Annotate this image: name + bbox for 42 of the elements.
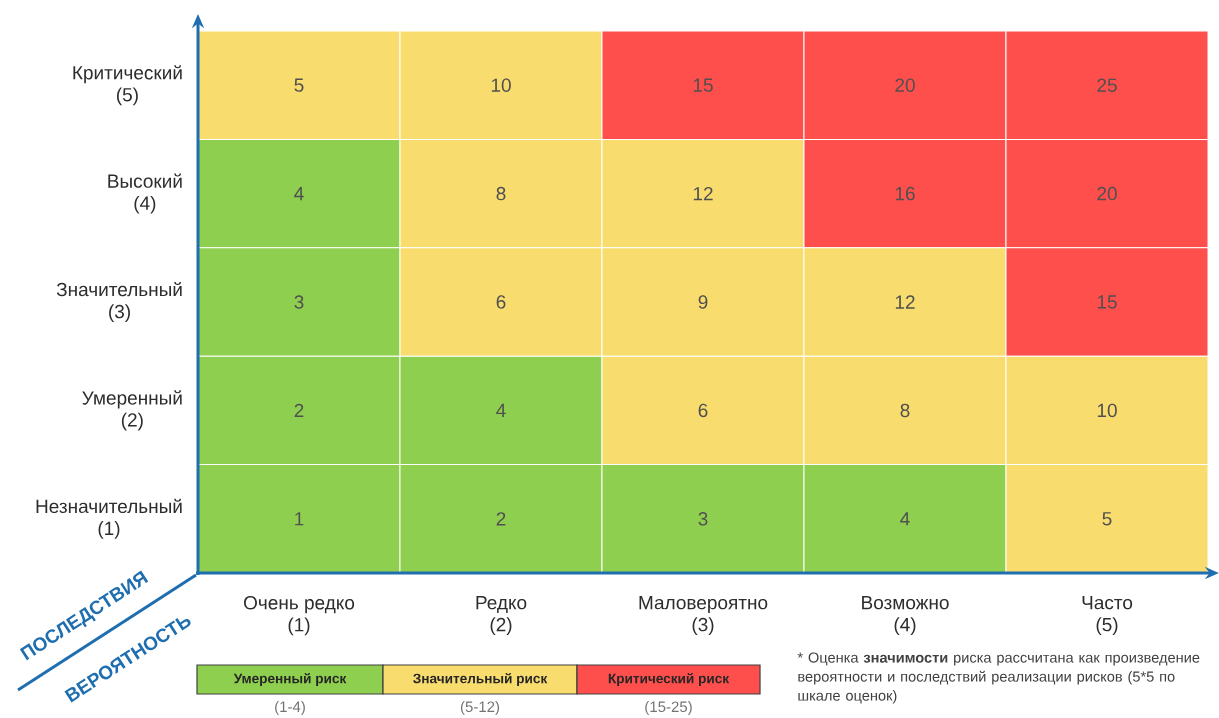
y-tick-label: Незначительный (1) [36,498,182,539]
data-label: 6 [698,403,708,418]
y-tick-label: Значительный (3) [56,281,182,323]
text: (1-4) [275,701,305,715]
data-label: 9 [698,295,708,309]
category-label: Критический риск [608,673,730,686]
data-label: 4 [294,187,304,201]
data-label: 3 [698,512,708,526]
data-label: 5 [1102,512,1112,526]
x-tick-label: Возможно (4) [862,596,949,636]
y-tick-label: Высокий (4) [108,173,182,214]
y-tick-label: Умеренный (2) [82,390,182,431]
x-tick-label: Часто (5) [1082,596,1133,636]
data-label: 12 [895,295,915,309]
data-label: 2 [496,512,506,526]
data-label: 8 [900,403,910,418]
x-tick-label: Маловероятно (3) [639,596,768,636]
data-label: 16 [895,186,915,201]
x-tick-label: Редко (2) [476,596,527,636]
data-label: 8 [496,186,506,201]
data-label: 15 [693,78,713,92]
data-label: 15 [1097,295,1117,309]
data-label: 10 [491,78,511,92]
x-tick-label: Очень редко (1) [244,596,355,636]
text: (5-12) [460,701,500,715]
text: * Оценка значимости риска рассчитана как произведение вероятности и последствий реализации рисков (5*5 по шкале оценок) [797,652,1200,704]
data-label: 10 [1097,403,1117,418]
data-label: 1 [295,512,304,526]
category-label: Умеренный риск [233,673,347,686]
data-label: 25 [1097,78,1117,92]
data-label: 5 [294,78,304,92]
data-label: 20 [1097,186,1117,201]
data-label: 4 [900,512,910,526]
y-tick-label: Критический (5) [73,65,182,106]
data-label: 3 [294,295,304,309]
category-label: Значительный риск [413,673,548,686]
data-label: 6 [496,295,506,309]
data-label: 4 [496,403,506,417]
text: (15-25) [645,701,692,715]
data-label: 2 [294,403,304,418]
data-label: 20 [895,78,915,92]
data-label: 12 [693,186,713,201]
